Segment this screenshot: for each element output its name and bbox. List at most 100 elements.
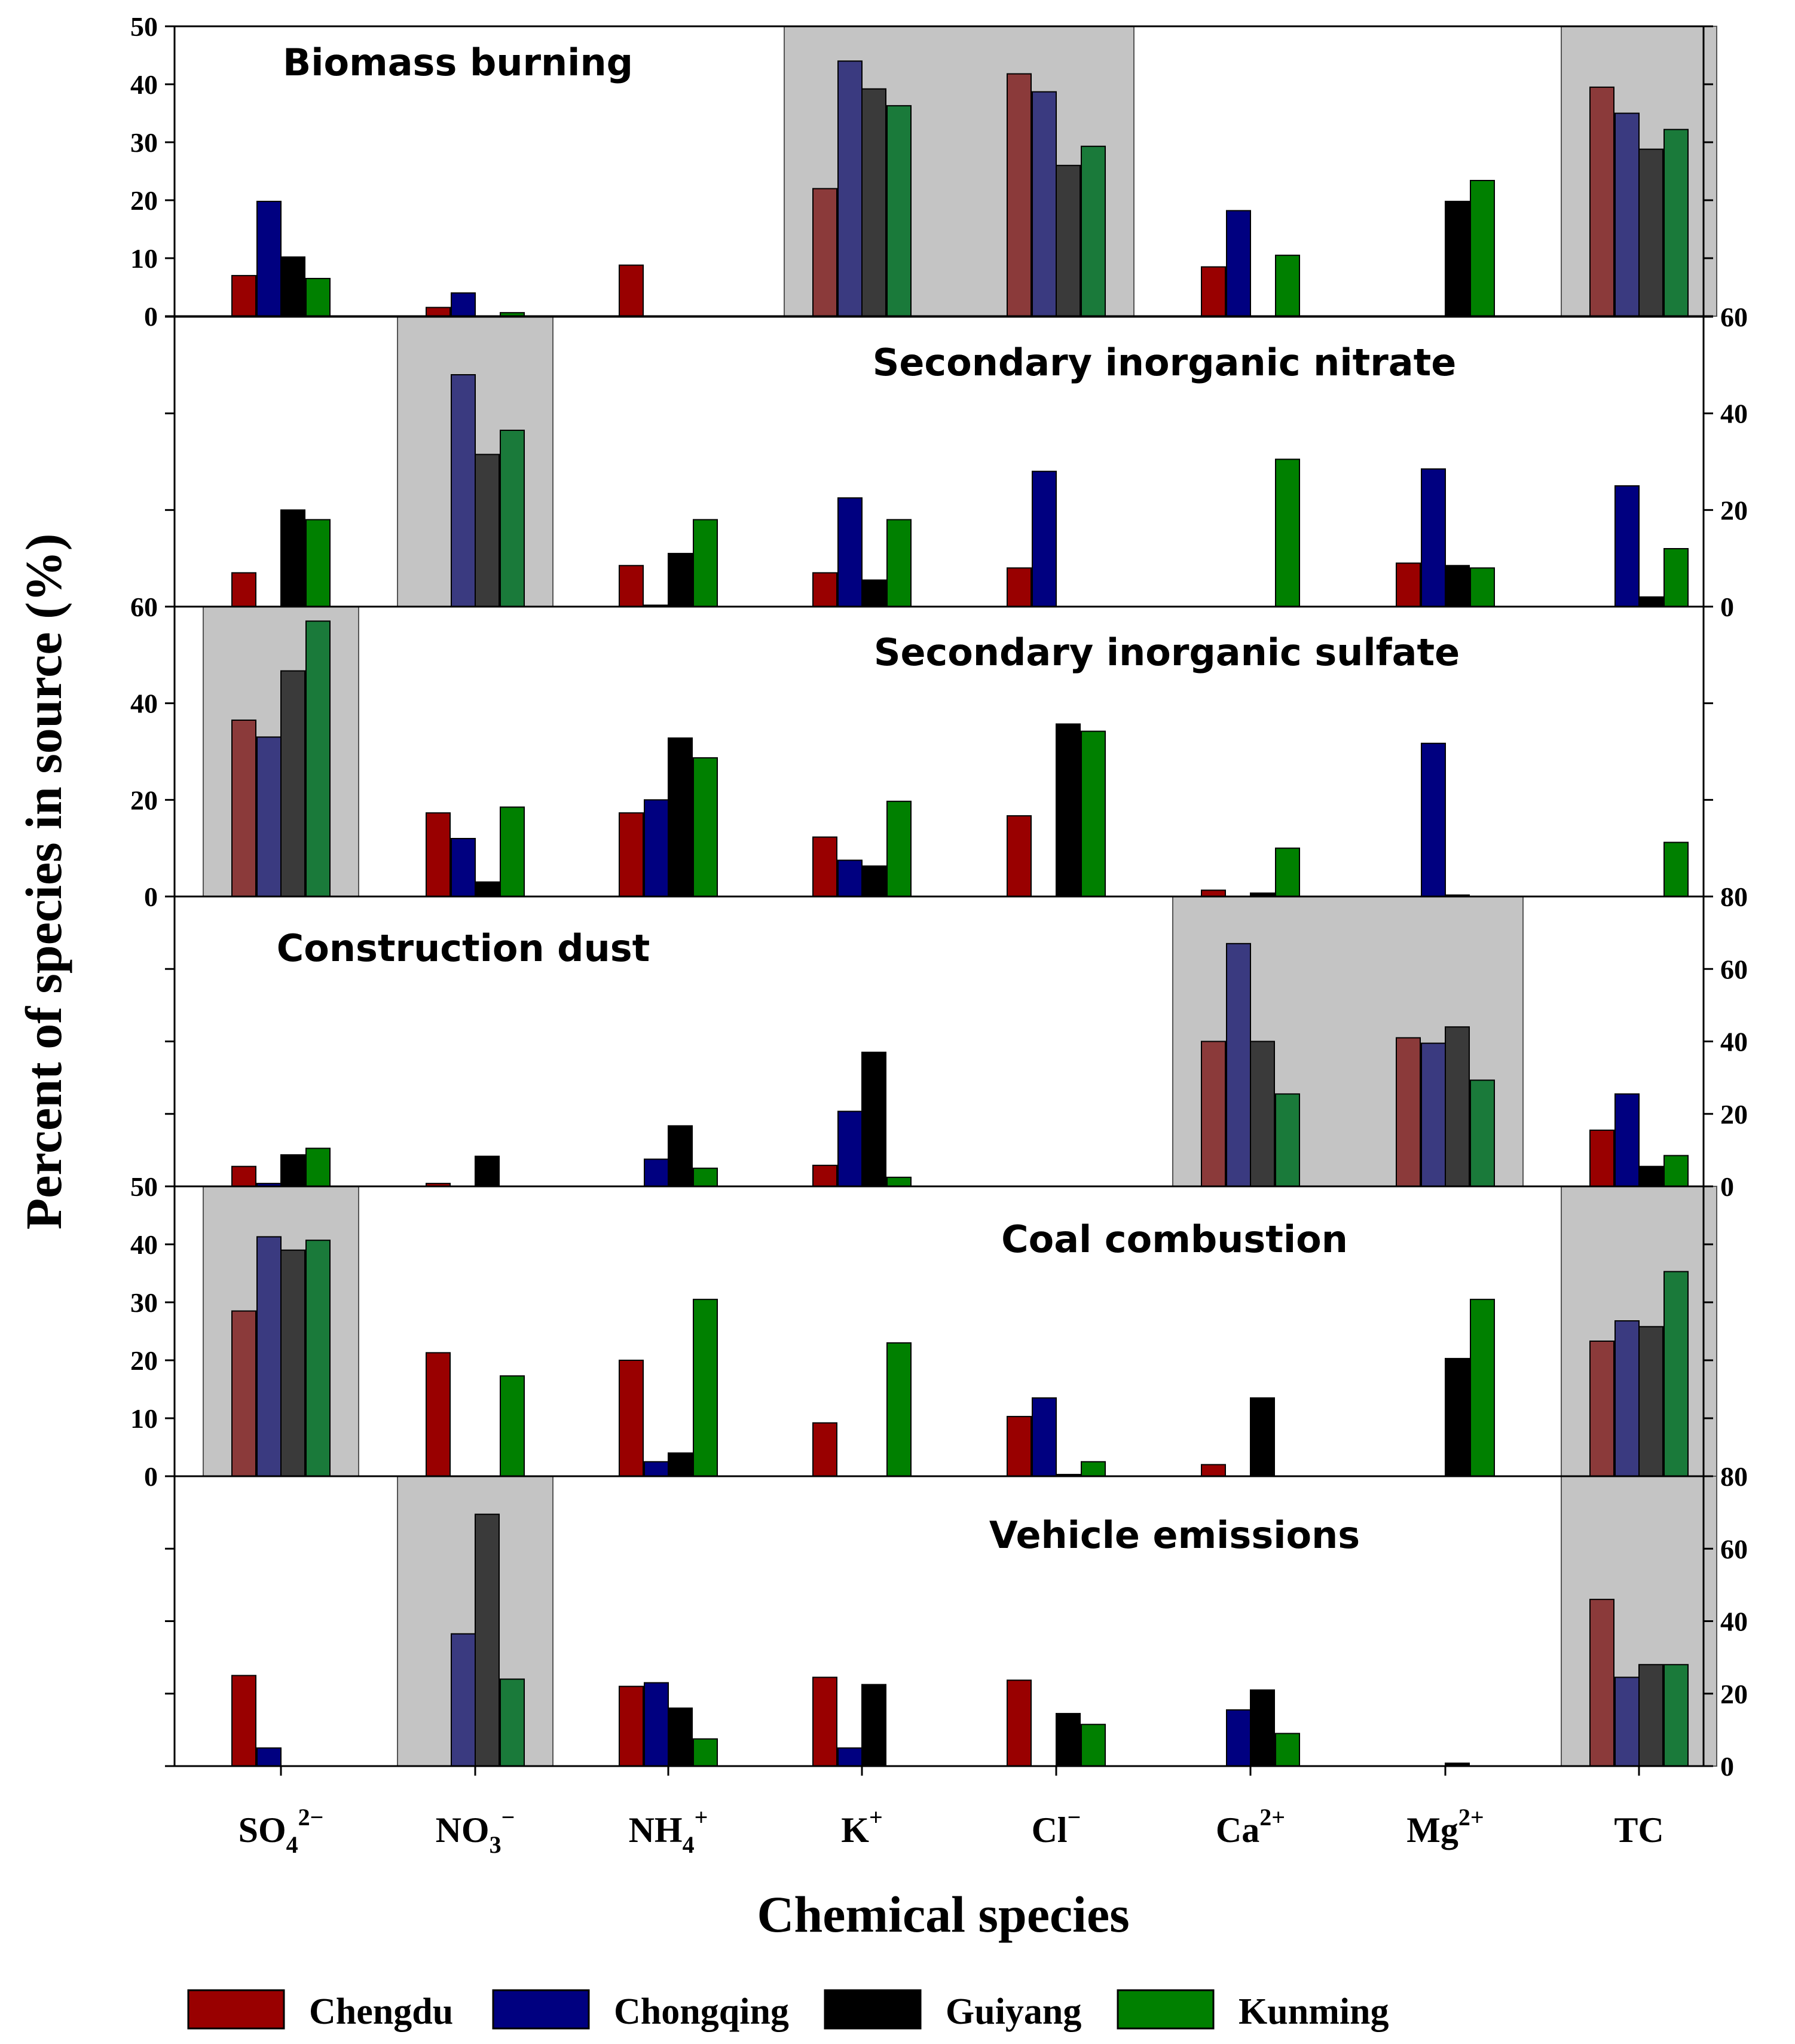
bar [644,1461,669,1477]
bar [1614,1093,1640,1187]
tick-label: 60 [130,592,158,622]
bar [668,737,693,898]
bar [1396,1037,1421,1187]
bar [837,1110,863,1187]
bar [1638,1664,1663,1767]
bar [1201,266,1226,317]
legend-label: Chongqing [614,1991,789,2032]
bar [1445,200,1470,317]
bar [668,1708,693,1767]
bar [1421,468,1446,607]
bar [1614,1320,1640,1477]
bar [1275,458,1300,607]
bar [305,519,331,607]
bar [1032,1397,1057,1477]
bar [1032,91,1057,317]
bar [644,1682,669,1767]
bar [619,1360,644,1477]
category-label: NH4+ [629,1804,708,1858]
bar [861,865,886,897]
tick-label: 30 [130,127,158,158]
tick-label: 20 [130,185,158,216]
bar [837,60,863,317]
bar [231,719,256,898]
bar [1589,1599,1614,1767]
bar [886,519,912,607]
bar [1032,470,1057,608]
tick-label: 20 [1720,1679,1748,1709]
bar [644,799,669,898]
bar [426,1352,451,1477]
x-axis-category-labels: SO42− NO3− NH4+ K+ Cl− Ca2+ Mg2+ TC [238,1804,1664,1858]
tick-label: 50 [130,1171,158,1202]
bar [1007,1416,1032,1477]
bar [1421,742,1446,897]
bar [1589,86,1614,317]
tick-label: 40 [130,69,158,100]
bar [1056,164,1081,317]
legend-label: Chengdu [309,1991,453,2032]
bar [500,429,525,607]
bar [693,757,718,897]
bar [231,1675,256,1767]
tick-label: 60 [1720,1534,1748,1564]
bar [1275,1733,1300,1767]
legend-label: Kunming [1239,1991,1389,2032]
bar [280,256,305,317]
tick-label: 40 [130,1229,158,1260]
bar [693,1299,718,1477]
panel-title: Vehicle emissions [989,1513,1360,1557]
bar [426,812,451,897]
bar [1056,723,1081,898]
x-axis-title: Chemical species [757,1886,1129,1943]
bar [668,1125,693,1187]
bar [1470,180,1495,317]
panel-title: Biomass burning [283,41,633,84]
bar [693,1738,718,1767]
bar [619,264,644,317]
bar [1470,567,1495,607]
category-label: Mg2+ [1406,1804,1484,1850]
bar [1081,145,1106,317]
bar [256,200,282,317]
bar [451,1633,476,1767]
panel-titles: Biomass burning Secondary inorganic nitra… [277,41,1460,1557]
bar [837,497,863,607]
bar [451,374,476,607]
bar [1638,596,1663,607]
tick-label: 40 [1720,1027,1748,1057]
bar [1007,567,1032,607]
tick-label: 60 [1720,954,1748,984]
legend-swatch [824,1989,922,2030]
bar [1201,889,1226,898]
bar [231,275,256,317]
bar [475,1155,500,1188]
tick-label: 40 [130,689,158,719]
tick-label: 0 [144,882,158,912]
category-label: Cl− [1032,1804,1081,1850]
bar [426,307,451,317]
bar [812,188,837,317]
bar [256,1236,282,1477]
tick-label: 40 [1720,399,1748,429]
bar [812,1676,837,1767]
bar [837,1747,863,1767]
bar [837,859,863,897]
bar [1226,943,1251,1187]
bar [668,1452,693,1477]
bar [1638,148,1663,317]
bar [1614,1676,1640,1767]
bar [280,670,305,897]
bar [305,277,331,317]
bar [451,838,476,897]
bar [861,88,886,317]
bar [886,105,912,317]
bar [475,454,500,607]
bar [886,1342,912,1477]
legend-swatch [187,1989,285,2030]
bar [1663,1664,1689,1767]
tick-label: 40 [1720,1607,1748,1637]
bar [1445,565,1470,608]
bar [1007,815,1032,897]
bar [1081,1461,1106,1477]
